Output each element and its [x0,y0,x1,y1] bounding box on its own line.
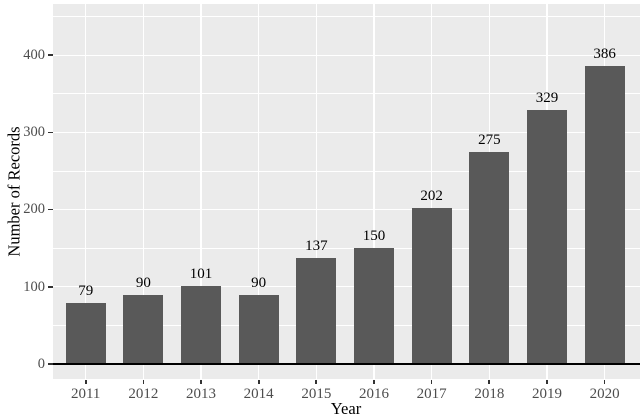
bar [296,258,337,364]
x-axis-title: Year [330,399,362,417]
x-tick-label: 2015 [301,386,332,402]
y-axis-title: Number of Records [4,126,24,257]
gridline-major [53,208,640,211]
x-tick-label: 2013 [186,386,217,402]
bar [181,286,222,364]
bar-value-label: 79 [78,283,94,299]
x-tick-mark [200,379,202,384]
gridline-major [53,131,640,134]
bar [584,66,625,364]
bar [123,294,164,364]
bar [354,248,394,364]
gridline-vertical [315,4,317,379]
x-tick-label: 2011 [70,386,101,402]
x-tick-mark [546,379,548,384]
bar-value-label: 150 [362,228,386,245]
x-tick-mark [603,379,606,384]
bar-value-label: 137 [305,238,328,255]
y-tick-label: 400 [23,47,45,63]
x-tick-label: 2019 [531,386,562,402]
x-tick-label: 2016 [359,386,389,402]
y-tick-label: 100 [23,278,45,295]
y-tick-mark [47,285,53,288]
gridline-major [53,54,640,56]
bar-value-label: 90 [251,274,267,291]
bar [526,110,567,364]
x-tick-mark [142,379,145,384]
y-tick-label: 300 [23,124,45,141]
y-tick-label: 0 [37,355,45,372]
bar [65,303,106,364]
plot-panel: 79 90 101 90 137 150 202 275 329 386 [53,4,640,379]
x-tick-mark [315,379,318,384]
gridline-minor [53,93,640,95]
gridline-vertical [373,4,375,379]
bar-value-label: 329 [535,90,559,106]
bar [469,151,510,364]
y-tick-mark [47,54,53,57]
gridline-minor [53,247,640,249]
y-tick-mark [47,131,53,134]
bar-value-label: 275 [478,131,501,148]
bar-value-label: 386 [593,46,616,62]
y-tick-mark [47,208,53,211]
x-axis-line [53,362,640,366]
gridline-major [53,286,640,288]
y-tick-mark [47,363,53,365]
gridline-minor [53,325,640,326]
gridline-vertical [431,4,433,379]
bar-value-label: 101 [189,266,213,283]
gridline-minor [53,170,640,172]
x-tick-label: 2017 [416,386,447,402]
bar-value-label: 90 [135,274,151,291]
x-tick-mark [84,379,87,384]
bar [238,294,279,364]
gridline-vertical [258,4,260,379]
gridline-vertical [142,4,144,379]
x-tick-mark [488,379,491,384]
x-tick-mark [257,379,260,384]
x-tick-label: 2020 [589,386,620,402]
x-tick-mark [373,379,375,384]
x-tick-label: 2014 [243,386,274,402]
x-tick-label: 2012 [128,386,159,402]
gridline-minor [53,16,640,17]
gridline-vertical [85,4,87,379]
bar-value-label: 202 [420,188,443,205]
bar [411,208,452,364]
y-tick-label: 200 [23,201,45,218]
x-tick-mark [430,379,433,384]
x-tick-label: 2018 [474,386,505,402]
gridline-vertical [200,4,202,379]
